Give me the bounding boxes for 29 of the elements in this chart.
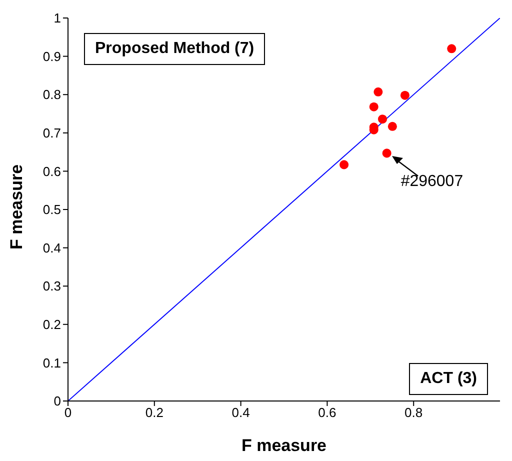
point (378, 114, 388, 124)
x-tick-label: 0.2 (145, 405, 164, 420)
point (447, 44, 456, 54)
y-tick-label: 0.1 (42, 355, 61, 370)
y-tick-label: 0.6 (42, 164, 61, 179)
x-tick-label: 0.8 (404, 405, 423, 420)
point (400, 90, 410, 100)
y-axis-title: F measure (7, 164, 26, 250)
y-tick-label: 0.5 (42, 202, 61, 218)
point (369, 102, 378, 112)
y-tick-label: 0.4 (42, 240, 61, 256)
x-tick-label: 0.6 (318, 405, 336, 420)
x-axis-title: F measure (241, 436, 327, 455)
y-tick-label: 0.8 (42, 87, 61, 102)
y-tick-label: 0.2 (42, 317, 61, 332)
y-tick-label: 0 (54, 394, 61, 409)
point (382, 148, 392, 158)
annotation: ACT (3) (409, 363, 488, 395)
y-tick-label: 0.7 (42, 126, 61, 141)
y-tick-label: 0.9 (42, 48, 61, 64)
point (340, 160, 349, 170)
point (388, 122, 397, 131)
y-tick-label: 0.3 (42, 278, 61, 294)
x-tick-label: 0 (64, 405, 72, 420)
point (374, 87, 383, 96)
y-tick-label: 1 (54, 10, 61, 26)
annotation: Proposed Method (7) (84, 33, 266, 65)
annotation: #296007 (400, 173, 464, 192)
x-tick-label: 0.4 (232, 405, 250, 420)
